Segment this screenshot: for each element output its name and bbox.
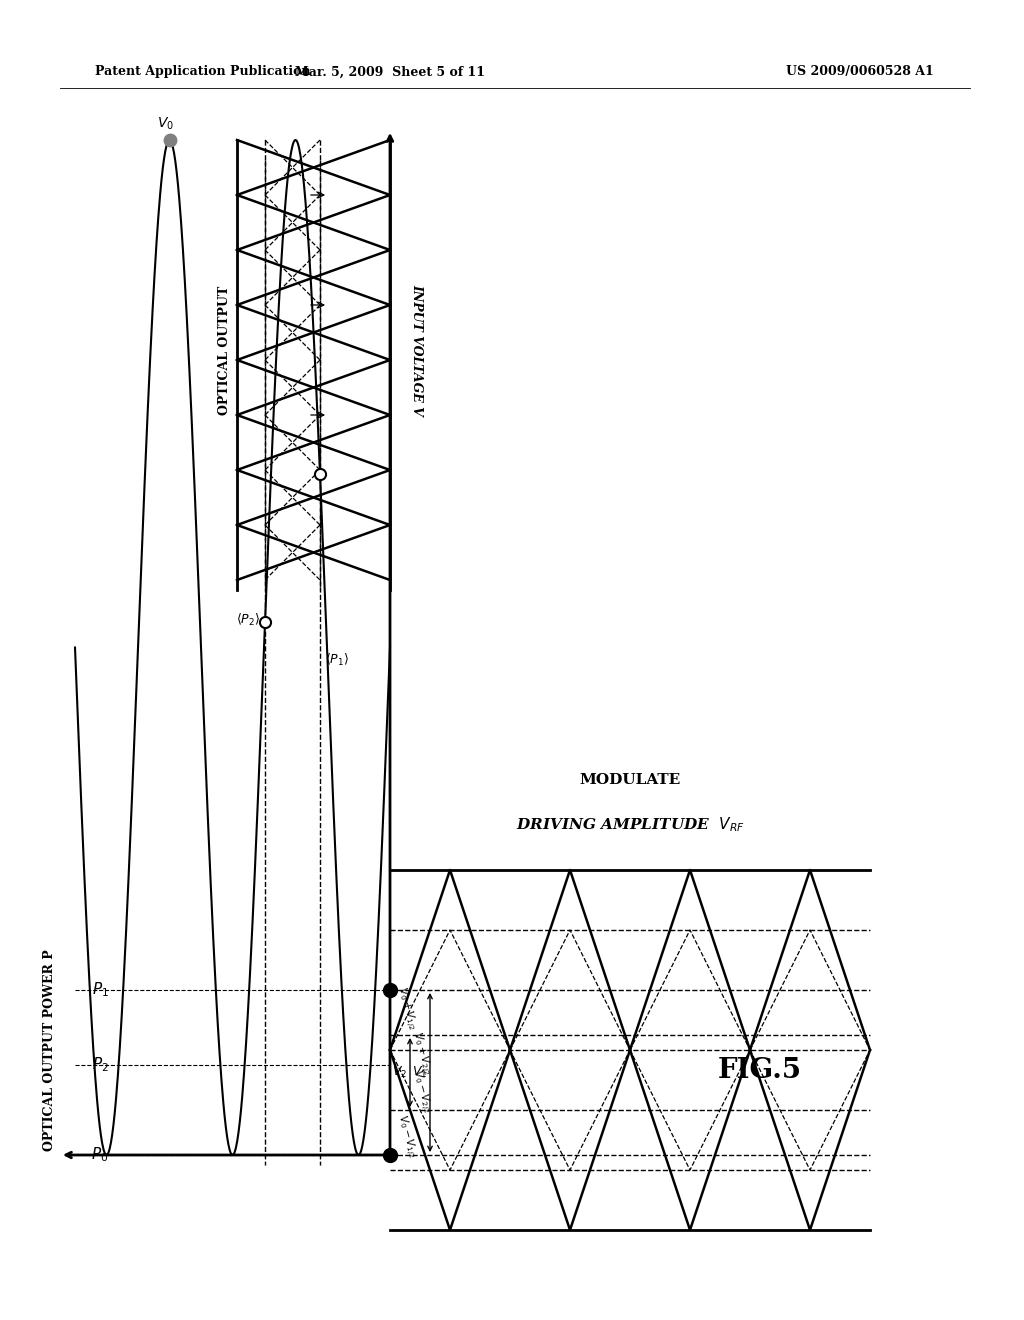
Text: $V_0+V_{2/2}$: $V_0+V_{2/2}$ bbox=[408, 1030, 434, 1077]
Text: FIG.5: FIG.5 bbox=[718, 1056, 802, 1084]
Text: OPTICAL OUTPUT POWER P: OPTICAL OUTPUT POWER P bbox=[43, 949, 56, 1151]
Text: $V_0$: $V_0$ bbox=[157, 115, 173, 132]
Text: $P_0$: $P_0$ bbox=[91, 1146, 109, 1164]
Text: $P_2$: $P_2$ bbox=[91, 1056, 109, 1074]
Text: Mar. 5, 2009  Sheet 5 of 11: Mar. 5, 2009 Sheet 5 of 11 bbox=[295, 66, 485, 78]
Text: $V_0-V_{2/2}$: $V_0-V_{2/2}$ bbox=[408, 1068, 434, 1115]
Text: DRIVING AMPLITUDE  $V_{RF}$: DRIVING AMPLITUDE $V_{RF}$ bbox=[515, 816, 744, 834]
Text: $V_1$: $V_1$ bbox=[412, 1065, 427, 1080]
Text: MODULATE: MODULATE bbox=[580, 774, 681, 787]
Text: INPUT VOLTAGE V: INPUT VOLTAGE V bbox=[410, 284, 423, 416]
Text: $\langle P_1 \rangle$: $\langle P_1 \rangle$ bbox=[325, 652, 349, 668]
Text: Patent Application Publication: Patent Application Publication bbox=[95, 66, 310, 78]
Text: $P_1$: $P_1$ bbox=[91, 981, 109, 999]
Text: $V_2$: $V_2$ bbox=[392, 1065, 407, 1080]
Text: $V_0-V_{1/2}$: $V_0-V_{1/2}$ bbox=[393, 1113, 419, 1160]
Text: $\langle P_2 \rangle$: $\langle P_2 \rangle$ bbox=[236, 612, 260, 628]
Text: OPTICAL OUTPUT: OPTICAL OUTPUT bbox=[218, 285, 231, 414]
Text: $V_0+V_{1/2}$: $V_0+V_{1/2}$ bbox=[393, 985, 419, 1032]
Text: US 2009/0060528 A1: US 2009/0060528 A1 bbox=[786, 66, 934, 78]
